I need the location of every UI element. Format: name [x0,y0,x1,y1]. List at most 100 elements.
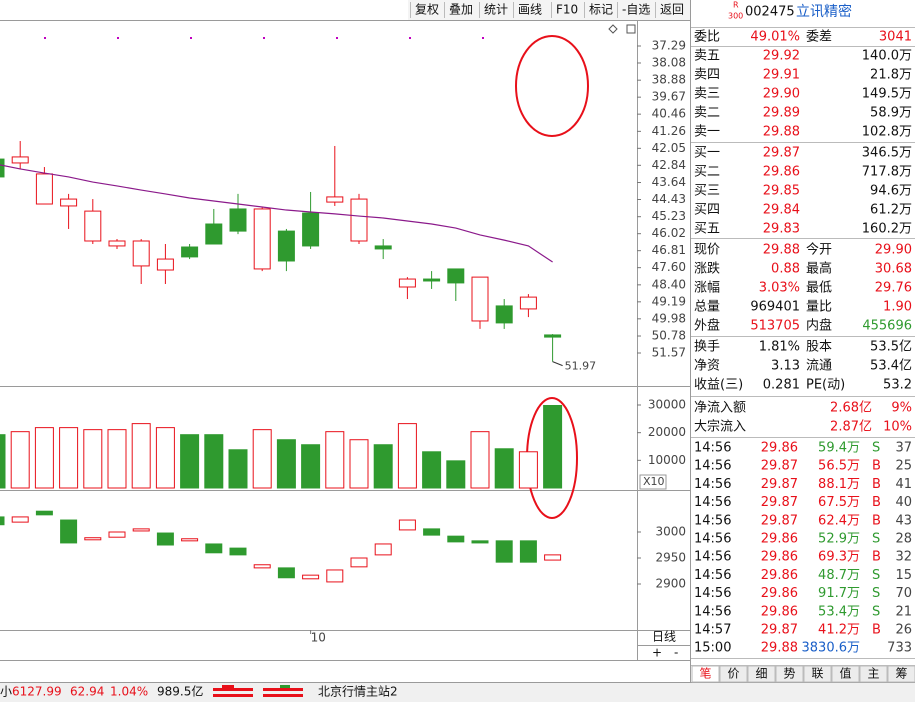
tab-label[interactable]: 筹 [895,667,907,681]
trade-price: 29.87 [761,459,798,474]
order-level: 买一 [694,146,720,161]
trade-volume: 91.7万 [818,586,860,601]
volume-bar [155,427,175,489]
order-volume: 717.8万 [862,165,912,180]
y-tick-label: 49.19 [652,294,686,308]
candle-body [374,543,392,556]
candle-body [350,557,368,568]
stat-value: 969401 [750,300,800,315]
trade-time: 14:56 [694,513,731,528]
tab[interactable] [831,665,860,683]
order-level: 买二 [694,165,720,180]
value: 3041 [879,30,912,45]
candle-body [60,198,78,207]
label: 委比 [694,30,720,45]
tab[interactable] [691,665,720,683]
zoom-out[interactable]: - [674,646,678,660]
candle-body [471,276,489,322]
trade-price: 29.86 [761,550,798,565]
tab-label[interactable]: 笔 [699,666,711,681]
order-volume: 94.6万 [870,184,912,199]
status-icons [213,685,303,697]
y-tick-label: 3000 [655,525,686,539]
tab-label[interactable]: 主 [867,667,879,681]
tab-label[interactable]: 势 [783,667,795,681]
candle-body [544,554,562,561]
volume-bar [180,434,200,489]
trade-side: S [872,532,880,547]
tab-label[interactable]: 价 [727,667,739,681]
volume-bar [0,434,6,489]
trade-time: 14:56 [694,550,731,565]
volume-bar [228,449,248,489]
tab-label[interactable]: 值 [839,666,851,681]
candle-body [350,198,368,242]
tab[interactable] [747,665,776,683]
order-volume: 346.5万 [862,146,912,161]
moving-average [0,164,553,263]
tab-label[interactable]: 联 [811,667,823,681]
icon[interactable] [626,24,636,34]
toolbar-button[interactable]: 标记 [589,3,613,17]
tab[interactable] [859,665,888,683]
trade-price: 29.87 [761,513,798,528]
trade-side: S [872,604,880,619]
candle-body [544,334,562,338]
volume-bar [446,460,466,489]
candle-body [11,516,29,523]
fund-value: 53.2 [883,378,912,393]
toolbar-button[interactable]: -自选 [622,3,650,17]
y-tick-label: 38.08 [652,55,686,69]
candle-body [229,547,247,556]
y-tick-label: 49.98 [652,311,686,325]
stat-value: 30.68 [875,262,912,277]
fund-value: 53.5亿 [870,340,912,355]
y-tick-label: 50.78 [652,329,686,343]
toolbar-button[interactable]: 叠加 [449,3,473,17]
candle-body [326,569,344,583]
stat-label: 外盘 [694,318,720,334]
trade-volume: 3830.6万 [802,641,861,656]
fund-label: 股本 [806,340,832,355]
stat-value: 29.76 [875,281,912,296]
tab-label[interactable]: 细 [755,667,767,681]
tab[interactable] [775,665,804,683]
tab[interactable] [803,665,832,683]
toolbar-button[interactable]: 统计 [484,3,508,17]
zoom-in[interactable]: + [652,646,662,660]
period[interactable]: 日线 [652,630,676,644]
trade-volume: 41.2万 [818,623,860,638]
y-tick-label: 51.57 [652,346,686,360]
toolbar-button[interactable]: F10 [556,3,578,17]
y-tick-label: 48.40 [652,277,686,291]
tab[interactable] [887,665,915,683]
volume-bar [325,431,345,489]
y-tick-label: 40.46 [652,107,686,121]
toolbar-button[interactable]: 画线 [518,3,542,17]
stat-value: 0.88 [771,262,800,277]
tab[interactable] [719,665,748,683]
volume-bar [397,423,417,489]
trade-volume: 59.4万 [818,441,860,456]
toolbar-button[interactable]: 复权 [415,3,439,17]
candle-body [447,535,465,543]
candle-body [84,537,102,541]
candle-body [302,574,320,580]
trade-side: B [872,623,881,638]
trade-price: 29.87 [761,623,798,638]
trade-volume: 62.4万 [818,513,860,528]
icon[interactable] [608,24,618,34]
fund-value: 1.81% [759,340,800,355]
stock-code: 002475 [745,5,795,20]
trade-time: 14:56 [694,586,731,601]
trade-price: 29.86 [761,568,798,583]
candle-body [423,278,441,282]
trade-count: 26 [895,623,912,638]
high-label: 51.97 [565,360,597,373]
toolbar-button[interactable]: 返回 [660,3,684,17]
volume-bar [10,431,30,489]
y-tick-label: 42.84 [652,158,686,172]
y-tick-label: 37.29 [652,39,686,53]
